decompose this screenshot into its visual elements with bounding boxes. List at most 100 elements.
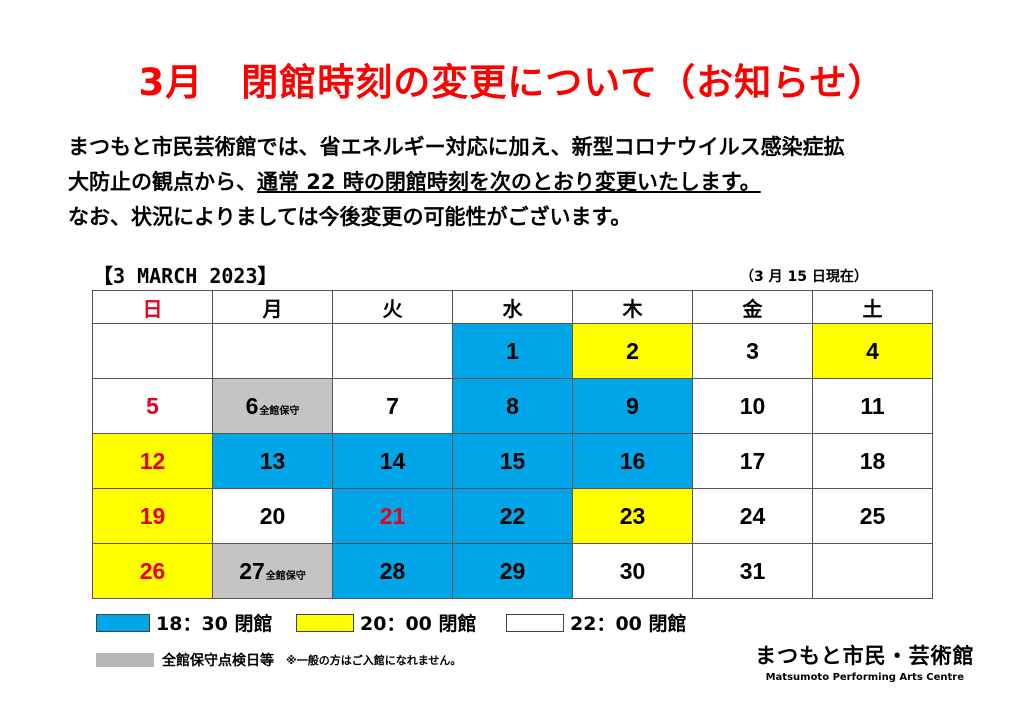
calendar-day-20: 20 bbox=[212, 488, 333, 544]
calendar-week-row: 19 20 21 22 23 24 25 bbox=[92, 488, 933, 544]
legend-blue-swatch bbox=[96, 613, 150, 632]
legend-yellow-swatch bbox=[296, 613, 354, 632]
legend-gray: 全館保守点検日等 ※一般の方はご入館になれません。 bbox=[96, 650, 461, 670]
as-of-date: （3 月 15 日現在） bbox=[740, 269, 868, 285]
maintenance-note: 全館保守 bbox=[259, 405, 300, 417]
calendar-day-8: 8 bbox=[452, 378, 573, 434]
calendar-day-13: 13 bbox=[212, 433, 333, 489]
page-title: 3月 閉館時刻の変更について（お知らせ） bbox=[138, 61, 886, 104]
day-number: 22 bbox=[499, 502, 526, 529]
logo-japanese: まつもと市民・芸術館 bbox=[755, 643, 975, 668]
calendar-empty-cell bbox=[332, 323, 453, 379]
calendar-day-14: 14 bbox=[332, 433, 453, 489]
calendar-day-17: 17 bbox=[692, 433, 813, 489]
day-number: 25 bbox=[859, 502, 886, 529]
calendar-empty-cell bbox=[812, 543, 933, 599]
day-number: 13 bbox=[259, 447, 286, 474]
day-number: 2 bbox=[626, 337, 639, 364]
weekday-row: 日 月 火 水 木 金 土 bbox=[92, 290, 933, 324]
logo-english: Matsumoto Performing Arts Centre bbox=[765, 672, 964, 683]
day-number: 27 bbox=[239, 557, 265, 584]
calendar-day-28: 28 bbox=[332, 543, 453, 599]
calendar-day-7: 7 bbox=[332, 378, 453, 434]
day-number: 20 bbox=[259, 502, 286, 529]
calendar-body: 1 2 3 4 5 6全館保守 7 8 9 10 11 12 13 14 15 16 17 18 19 20 21 22 2… bbox=[92, 323, 933, 599]
calendar-day-12: 12 bbox=[92, 433, 213, 489]
calendar-day-21: 21 bbox=[332, 488, 453, 544]
day-number: 9 bbox=[626, 392, 639, 419]
day-number: 12 bbox=[139, 447, 166, 474]
weekday-mon: 月 bbox=[212, 290, 333, 324]
notice-line-1: まつもと市民芸術館では、省エネルギー対応に加え、新型コロナウイルス感染症拡 bbox=[68, 135, 845, 159]
notice-body: まつもと市民芸術館では、省エネルギー対応に加え、新型コロナウイルス感染症拡 大防… bbox=[68, 130, 998, 235]
day-number: 26 bbox=[139, 557, 166, 584]
day-number: 8 bbox=[506, 392, 519, 419]
legend-white-label: 22：00 閉館 bbox=[570, 613, 687, 635]
calendar-week-row: 12 13 14 15 16 17 18 bbox=[92, 433, 933, 489]
calendar-day-25: 25 bbox=[812, 488, 933, 544]
calendar-day-19: 19 bbox=[92, 488, 213, 544]
calendar-day-10: 10 bbox=[692, 378, 813, 434]
weekday-sun: 日 bbox=[92, 290, 213, 324]
calendar-day-26: 26 bbox=[92, 543, 213, 599]
calendar-table: 日 月 火 水 木 金 土 1 2 3 4 5 6全館保守 7 8 9 10 11 12 13 14 15 1… bbox=[92, 290, 933, 599]
calendar-empty-cell bbox=[212, 323, 333, 379]
calendar-day-2: 2 bbox=[572, 323, 693, 379]
day-number: 29 bbox=[499, 557, 526, 584]
calendar-day-29: 29 bbox=[452, 543, 573, 599]
day-number: 7 bbox=[386, 392, 399, 419]
weekday-thu: 木 bbox=[572, 290, 693, 324]
day-number: 28 bbox=[379, 557, 406, 584]
day-number: 6 bbox=[245, 392, 259, 419]
day-number: 4 bbox=[866, 337, 879, 364]
calendar-day-31: 31 bbox=[692, 543, 813, 599]
legend-white-swatch bbox=[506, 613, 564, 632]
day-number: 18 bbox=[859, 447, 886, 474]
day-number: 17 bbox=[739, 447, 766, 474]
weekday-wed: 水 bbox=[452, 290, 573, 324]
calendar-day-23: 23 bbox=[572, 488, 693, 544]
calendar-day-3: 3 bbox=[692, 323, 813, 379]
calendar-day-24: 24 bbox=[692, 488, 813, 544]
organization-logo: まつもと市民・芸術館 Matsumoto Performing Arts Cen… bbox=[755, 640, 975, 683]
day-number: 11 bbox=[860, 392, 885, 419]
calendar-empty-cell bbox=[92, 323, 213, 379]
day-number: 24 bbox=[739, 502, 766, 529]
calendar-day-11: 11 bbox=[812, 378, 933, 434]
day-number: 19 bbox=[139, 502, 166, 529]
calendar-day-4: 4 bbox=[812, 323, 933, 379]
weekday-tue: 火 bbox=[332, 290, 453, 324]
day-number: 16 bbox=[619, 447, 646, 474]
legend-yellow: 20：00 閉館 bbox=[296, 609, 477, 636]
calendar-day-15: 15 bbox=[452, 433, 573, 489]
day-number: 21 bbox=[379, 502, 406, 529]
day-number: 14 bbox=[379, 447, 406, 474]
calendar-day-16: 16 bbox=[572, 433, 693, 489]
day-number: 3 bbox=[746, 337, 759, 364]
calendar-day-27: 27全館保守 bbox=[212, 543, 333, 599]
notice-line-2-underlined: 通常 22 時の閉館時刻を次のとおり変更いたします。 bbox=[257, 170, 761, 194]
notice-line-2-prefix: 大防止の観点から、 bbox=[68, 170, 257, 194]
calendar-week-row: 26 27全館保守 28 29 30 31 bbox=[92, 543, 933, 599]
legend-gray-remark: ※一般の方はご入館になれません。 bbox=[286, 654, 462, 667]
calendar-day-30: 30 bbox=[572, 543, 693, 599]
weekday-sat: 土 bbox=[812, 290, 933, 324]
calendar-day-5: 5 bbox=[92, 378, 213, 434]
calendar-week-row: 5 6全館保守 7 8 9 10 11 bbox=[92, 378, 933, 434]
calendar-day-22: 22 bbox=[452, 488, 573, 544]
legend-gray-label: 全館保守点検日等 bbox=[162, 653, 274, 669]
calendar-day-6: 6全館保守 bbox=[212, 378, 333, 434]
legend-gray-swatch bbox=[96, 653, 154, 667]
legend-blue-label: 18：30 閉館 bbox=[156, 613, 273, 635]
legend-blue: 18：30 閉館 bbox=[96, 609, 273, 636]
maintenance-note: 全館保守 bbox=[265, 570, 306, 582]
calendar-week-row: 1 2 3 4 bbox=[92, 323, 933, 379]
notice-line-2: 大防止の観点から、通常 22 時の閉館時刻を次のとおり変更いたします。 bbox=[68, 165, 998, 200]
day-number: 10 bbox=[739, 392, 766, 419]
notice-line-3: なお、状況によりましては今後変更の可能性がございます。 bbox=[68, 205, 632, 229]
day-number: 23 bbox=[619, 502, 646, 529]
day-number: 31 bbox=[739, 557, 766, 584]
calendar-header: 【3 MARCH 2023】 bbox=[93, 264, 278, 288]
calendar-day-1: 1 bbox=[452, 323, 573, 379]
day-number: 30 bbox=[619, 557, 646, 584]
